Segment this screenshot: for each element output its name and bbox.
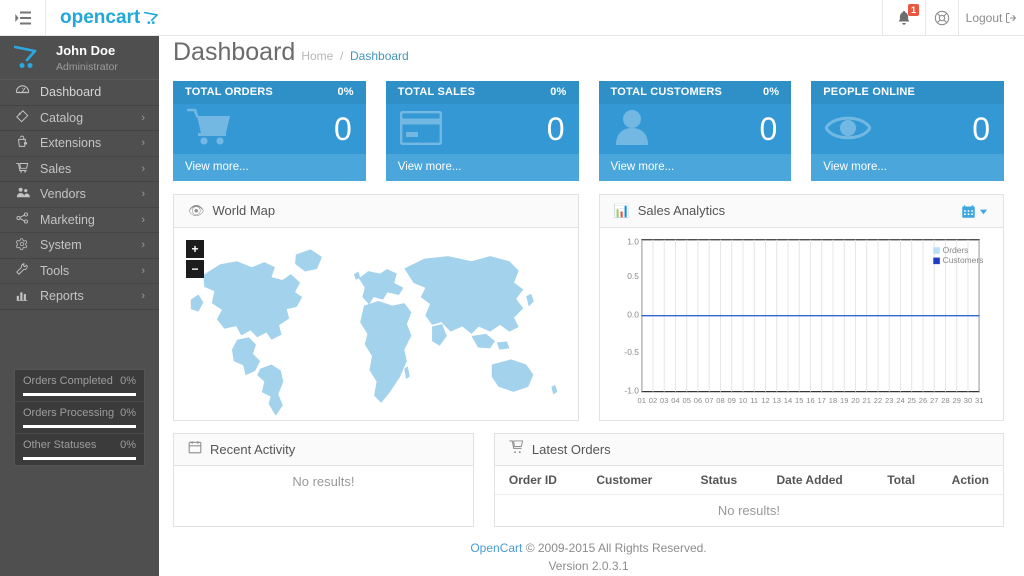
svg-text:15: 15	[795, 396, 803, 405]
svg-text:27: 27	[930, 396, 938, 405]
svg-text:1.0: 1.0	[627, 236, 639, 246]
svg-text:04: 04	[671, 396, 679, 405]
svg-text:-0.5: -0.5	[624, 347, 639, 357]
svg-text:22: 22	[873, 396, 881, 405]
svg-text:07: 07	[705, 396, 713, 405]
svg-text:31: 31	[975, 396, 983, 405]
svg-text:28: 28	[941, 396, 949, 405]
svg-text:0.5: 0.5	[627, 271, 639, 281]
svg-text:03: 03	[660, 396, 668, 405]
svg-text:0.0: 0.0	[627, 310, 639, 320]
svg-text:21: 21	[862, 396, 870, 405]
svg-text:-1.0: -1.0	[624, 386, 639, 396]
svg-text:19: 19	[840, 396, 848, 405]
svg-text:05: 05	[682, 396, 690, 405]
svg-text:08: 08	[716, 396, 724, 405]
svg-text:10: 10	[738, 396, 746, 405]
svg-text:26: 26	[918, 396, 926, 405]
svg-text:Customers: Customers	[942, 255, 983, 265]
svg-text:23: 23	[885, 396, 893, 405]
svg-text:18: 18	[828, 396, 836, 405]
svg-text:30: 30	[963, 396, 971, 405]
svg-text:12: 12	[761, 396, 769, 405]
svg-text:20: 20	[851, 396, 859, 405]
svg-text:02: 02	[648, 396, 656, 405]
svg-text:06: 06	[693, 396, 701, 405]
svg-text:24: 24	[896, 396, 904, 405]
svg-text:09: 09	[727, 396, 735, 405]
svg-text:Orders: Orders	[942, 245, 968, 255]
svg-text:16: 16	[806, 396, 814, 405]
svg-text:11: 11	[750, 396, 758, 405]
svg-text:01: 01	[637, 396, 645, 405]
svg-text:13: 13	[772, 396, 780, 405]
svg-text:17: 17	[817, 396, 825, 405]
svg-text:29: 29	[952, 396, 960, 405]
svg-text:14: 14	[783, 396, 791, 405]
svg-text:25: 25	[907, 396, 915, 405]
